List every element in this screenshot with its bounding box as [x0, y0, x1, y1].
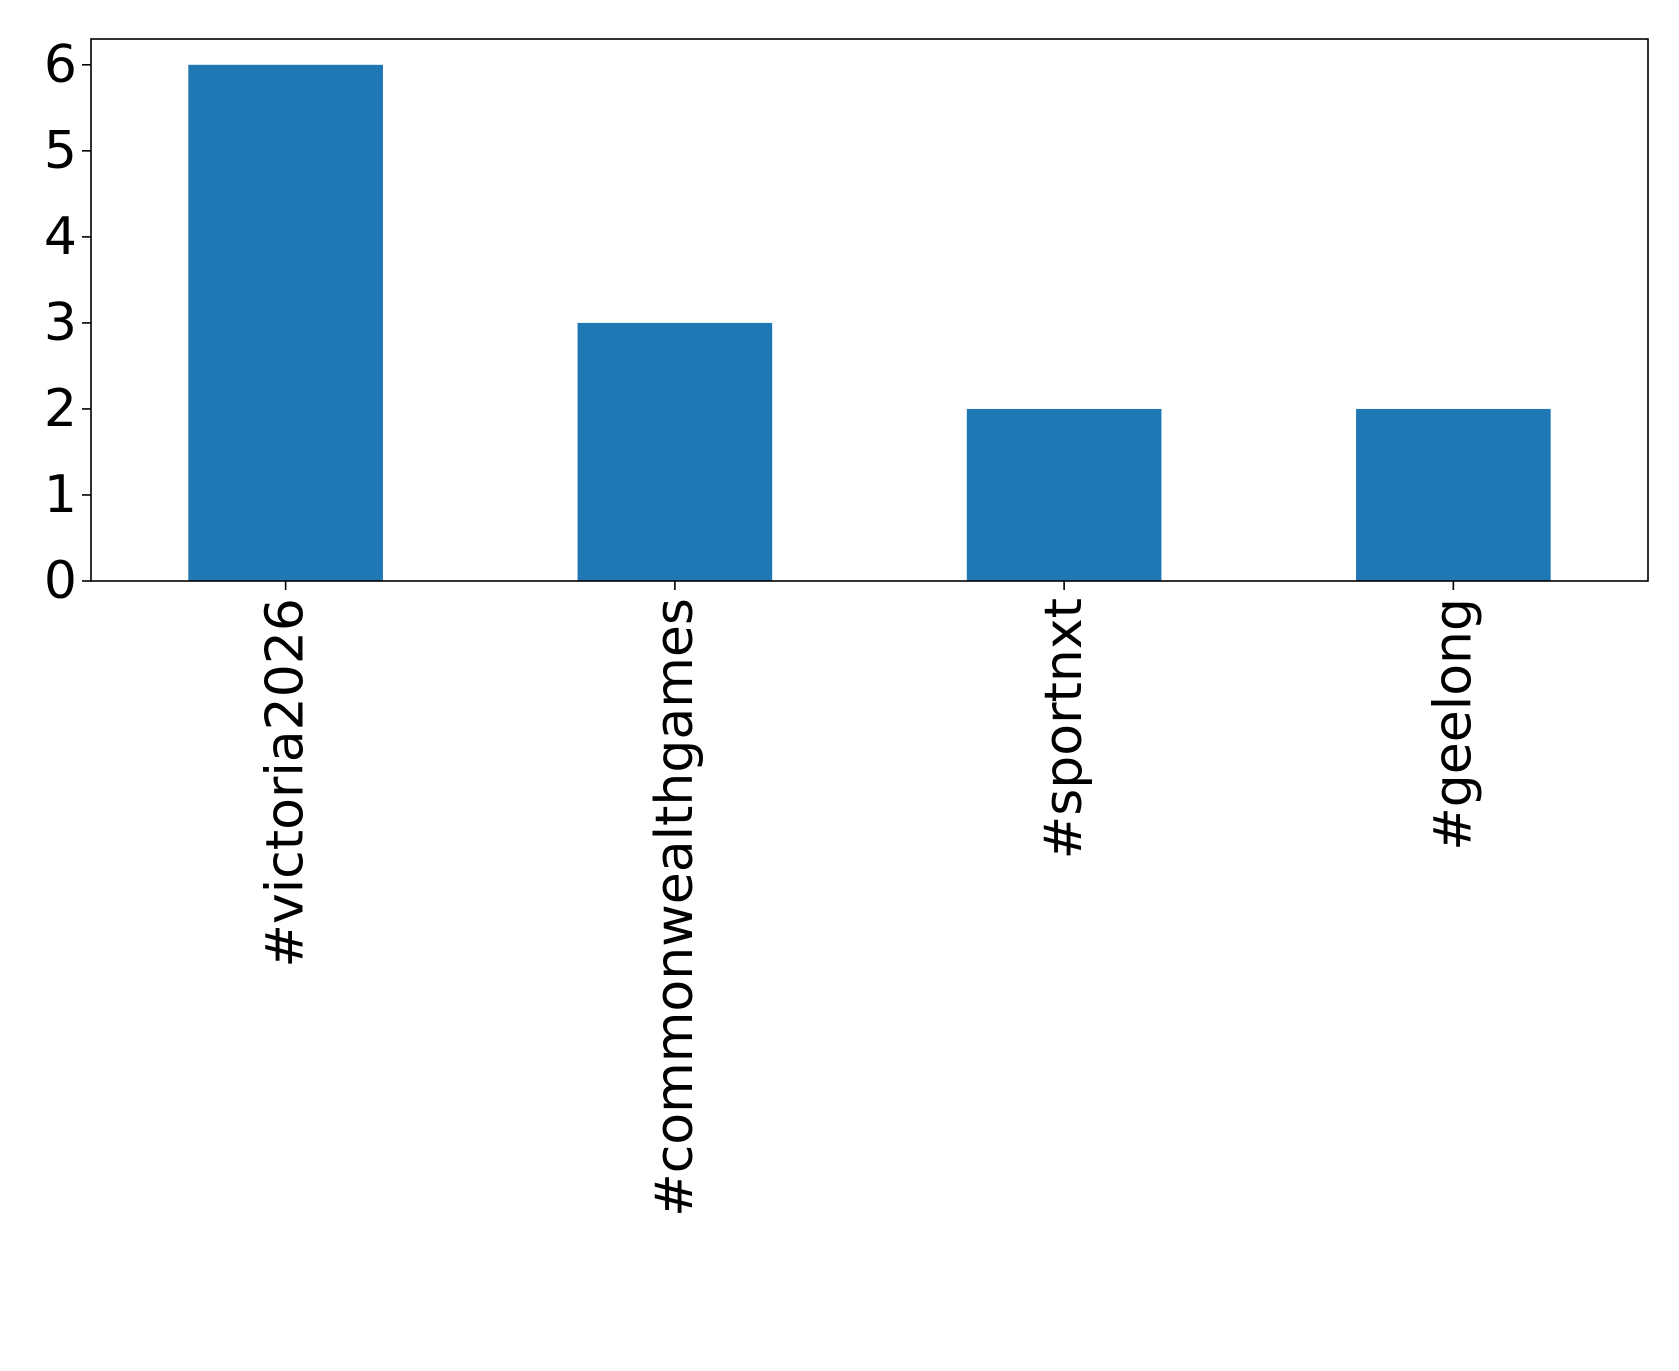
- y-tick-label: 0: [44, 551, 77, 611]
- x-axis: #victoria2026 #commonwealthgames #sportnxt…: [256, 581, 1483, 1217]
- x-tick-label: #sportnxt: [1034, 598, 1094, 859]
- bar-3: [966, 408, 1162, 581]
- y-tick-label: 1: [44, 465, 77, 525]
- bar-4: [1356, 408, 1551, 581]
- x-tick-label: #geelong: [1423, 598, 1483, 851]
- x-tick-label: #victoria2026: [256, 598, 316, 968]
- y-tick-label: 4: [44, 207, 77, 267]
- y-tick-label: 6: [44, 35, 77, 95]
- y-tick-label: 5: [44, 121, 77, 181]
- y-tick-label: 3: [44, 293, 77, 353]
- bar-2: [577, 322, 773, 581]
- plot-frame: [90, 38, 1649, 582]
- bar-1: [188, 64, 383, 582]
- x-tick-label: #commonwealthgames: [645, 598, 705, 1217]
- y-tick-label: 2: [44, 379, 77, 439]
- y-axis: 0 1 2 3 4 5 6: [44, 35, 91, 611]
- bars-layer: [188, 64, 1551, 582]
